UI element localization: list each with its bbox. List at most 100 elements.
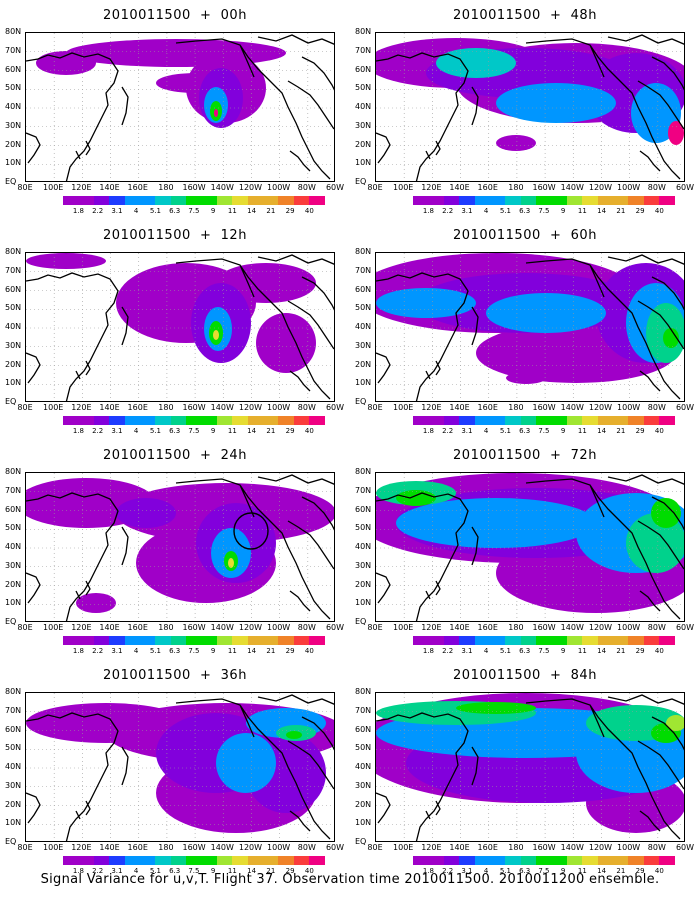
colorbar-label: 40	[654, 427, 664, 435]
colorbar-swatch	[201, 636, 217, 645]
colorbar-label: 11	[577, 867, 587, 875]
colorbar-label: 40	[304, 867, 314, 875]
map-canvas	[376, 473, 684, 621]
colorbar-label: 1.8	[72, 647, 84, 655]
latitude-label: 50N	[5, 83, 22, 93]
longitude-label: 120W	[588, 183, 613, 192]
latitude-label: 60N	[355, 724, 372, 734]
colorbar-swatch	[63, 636, 79, 645]
colorbar-swatch	[489, 636, 506, 645]
variance-contour	[286, 731, 302, 739]
map-panel: 2010011500 + 36h 80N 70N 60N 50N 40N 30N 20N 10N…	[5, 660, 345, 880]
colorbar-swatch	[613, 856, 629, 865]
colorbar-label: 9	[560, 207, 566, 215]
colorbar-swatch	[474, 856, 490, 865]
latitude-label: 10N	[355, 598, 372, 608]
latitude-label: 70N	[355, 45, 372, 55]
colorbar-swatch	[78, 196, 94, 205]
colorbar-swatch	[139, 856, 156, 865]
colorbar-swatch	[93, 416, 110, 425]
latitude-label: 60N	[5, 504, 22, 514]
colorbar-swatch	[551, 636, 567, 645]
colorbar-label: 14	[597, 207, 607, 215]
latitude-label: 70N	[5, 705, 22, 715]
longitude-label: 140W	[210, 403, 234, 412]
variance-contour	[436, 48, 516, 78]
colorbar-swatch	[505, 636, 521, 645]
colorbar-label: 29	[285, 207, 295, 215]
longitude-label: 160W	[182, 843, 206, 852]
variance-contour	[396, 498, 596, 548]
longitude-label: 120W	[588, 843, 613, 852]
colorbar-swatch	[263, 856, 279, 865]
colorbar-swatch	[613, 196, 629, 205]
colorbar-swatch	[247, 856, 264, 865]
longitude-label: 180	[158, 843, 174, 852]
latitude-label: 50N	[355, 303, 372, 313]
map-panel: 2010011500 + 84h 80N 70N 60N 50N 40N 30N 20N 10N…	[355, 660, 695, 880]
longitude-label: 160E	[477, 403, 498, 412]
colorbar-label: 3.1	[461, 647, 473, 655]
latitude-label: 10N	[355, 378, 372, 388]
colorbar-swatch	[170, 416, 187, 425]
colorbar-label: 21	[616, 867, 626, 875]
longitude-label: 100W	[267, 403, 291, 412]
longitude-label: 100E	[43, 843, 64, 852]
colorbar-swatch	[278, 636, 294, 645]
latitude-label: 80N	[5, 467, 22, 476]
colorbar-swatch	[520, 416, 537, 425]
colorbar-swatch	[263, 636, 279, 645]
colorbar-swatch	[155, 196, 171, 205]
colorbar-label: 6.3	[169, 867, 181, 875]
colorbar-label: 29	[635, 207, 645, 215]
panel-title: 2010011500 + 48h	[453, 8, 597, 23]
colorbar-swatch	[413, 196, 429, 205]
colorbar-label: 7.5	[188, 207, 200, 215]
colorbar-label: 14	[597, 867, 607, 875]
map-canvas	[26, 693, 334, 841]
colorbar-swatch	[474, 636, 490, 645]
colorbar-swatch	[109, 856, 125, 865]
colorbar-swatch	[536, 196, 552, 205]
longitude-label: 100E	[393, 623, 414, 632]
latitude-label: 30N	[5, 120, 22, 130]
latitude-label: EQ	[5, 397, 17, 406]
colorbar-label: 14	[247, 647, 257, 655]
panel-title: 2010011500 + 84h	[453, 668, 597, 683]
colorbar-swatch	[489, 856, 506, 865]
colorbar-swatch	[443, 636, 460, 645]
colorbar-label: 5.1	[149, 207, 161, 215]
latitude-label: 30N	[5, 560, 22, 570]
latitude-label: 50N	[5, 303, 22, 313]
latitude-label: EQ	[5, 837, 17, 846]
colorbar-label: 5.1	[499, 867, 511, 875]
colorbar-swatch	[293, 856, 310, 865]
colorbar-label: 1.8	[422, 207, 434, 215]
colorbar-label: 9	[560, 427, 566, 435]
colorbar-swatch	[124, 636, 140, 645]
colorbar-swatch	[186, 856, 202, 865]
longitude-label: 100E	[393, 843, 414, 852]
map-panel: 2010011500 + 48h 80N 70N 60N 50N 40N 30N 20N 10N…	[355, 0, 695, 220]
variance-map	[25, 32, 335, 182]
colorbar-swatch	[155, 416, 171, 425]
longitude-label: 160E	[127, 843, 148, 852]
colorbar-label: 7.5	[188, 647, 200, 655]
colorbar	[63, 636, 325, 645]
latitude-label: 70N	[5, 265, 22, 275]
map-canvas	[376, 253, 684, 401]
colorbar-swatch	[413, 636, 429, 645]
colorbar-swatch	[536, 636, 552, 645]
longitude-label: 80W	[297, 843, 316, 852]
colorbar-swatch	[474, 416, 490, 425]
variance-map	[375, 32, 685, 182]
latitude-label: 40N	[355, 542, 372, 551]
longitude-label: 140E	[449, 183, 470, 192]
latitude-label: 50N	[5, 743, 22, 753]
variance-contour	[663, 328, 679, 348]
colorbar-label: 4	[483, 647, 489, 655]
colorbar-label: 11	[227, 207, 237, 215]
colorbar-label: 3.1	[461, 207, 473, 215]
longitude-label: 120E	[71, 403, 92, 412]
colorbar-swatch	[216, 196, 233, 205]
